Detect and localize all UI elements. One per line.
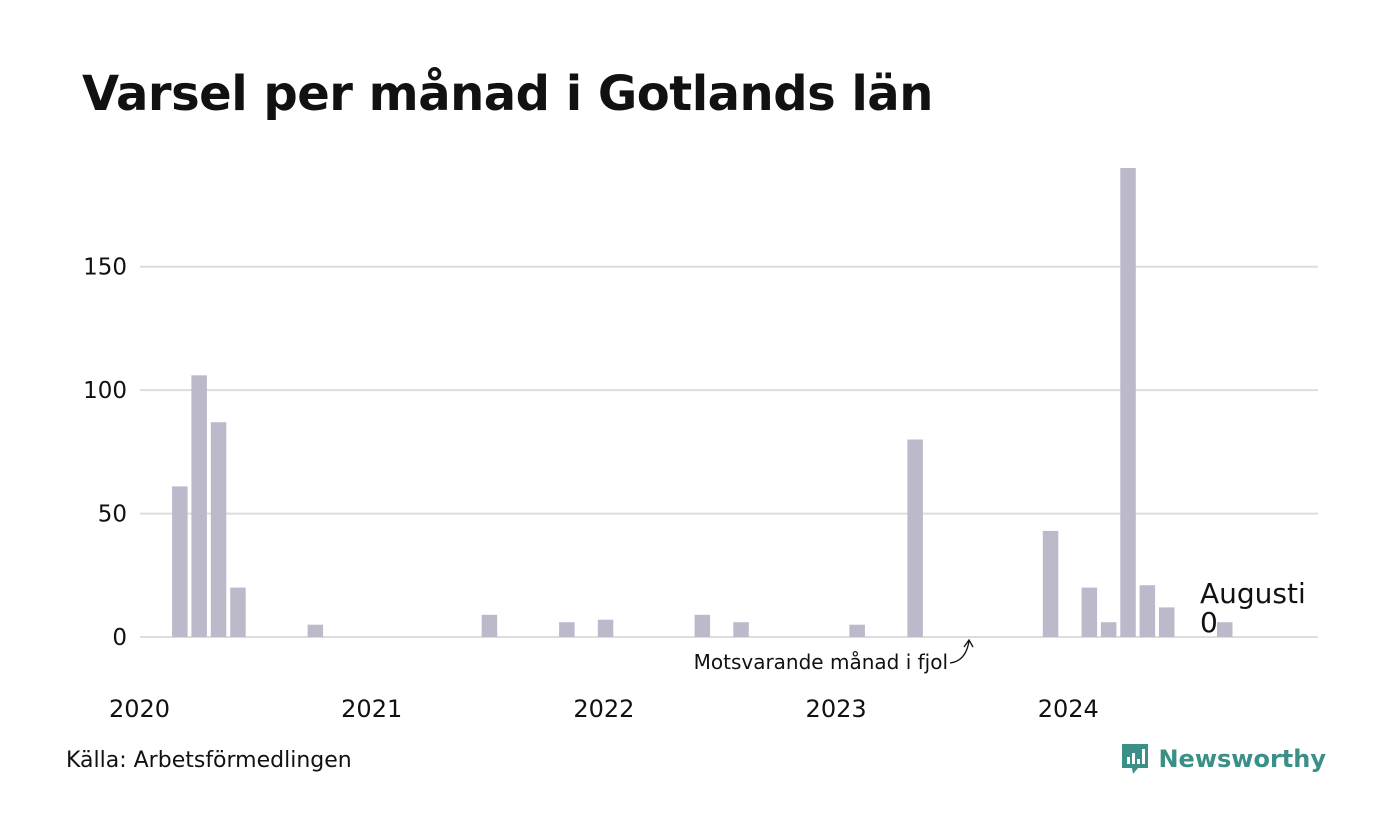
brand: Newsworthy: [1120, 742, 1326, 776]
bar-2024-01: [1081, 587, 1098, 637]
latest-value-label: Augusti 0: [1200, 577, 1306, 639]
bar-2020-04: [210, 422, 227, 637]
x-tick-label: 2022: [573, 695, 634, 723]
gridlines: [140, 265, 1318, 638]
x-tick-label: 2021: [341, 695, 402, 723]
y-tick-label: 100: [83, 378, 127, 404]
source-label: Källa: Arbetsförmedlingen: [66, 748, 352, 773]
bar-2024-02: [1100, 622, 1117, 637]
bar-2021-10: [559, 622, 575, 637]
bar-2020-02: [172, 486, 188, 637]
bar-2024-05: [1159, 607, 1175, 637]
bar-2023-11: [1042, 530, 1059, 637]
latest-month-label: Augusti: [1200, 577, 1306, 610]
y-tick-label: 0: [112, 625, 127, 651]
bar-2021-12: [597, 619, 614, 637]
bar-2020-09: [307, 624, 324, 637]
x-tick-label: 2023: [806, 695, 867, 723]
bar-2024-03: [1120, 168, 1136, 637]
bar-2023-01: [849, 624, 865, 637]
annotation: Motsvarande månad i fjol: [694, 638, 974, 674]
y-axis-ticks: 0 50 100 150: [83, 255, 127, 651]
annotation-arrowhead: [963, 638, 974, 648]
bar-2022-05: [694, 614, 711, 637]
bar-2020-05: [230, 587, 246, 637]
bars: [172, 168, 1233, 637]
bar-2023-04: [907, 439, 923, 637]
x-tick-label: 2024: [1038, 695, 1099, 723]
annotation-arrow: [949, 640, 970, 664]
newsworthy-logo-icon: [1122, 744, 1149, 774]
brand-name: Newsworthy: [1158, 745, 1326, 773]
chart-title: Varsel per månad i Gotlands län: [82, 66, 933, 122]
bar-2020-03: [191, 375, 207, 637]
bar-chart: 0 50 100 150 2020 2021 2022 2023 2024 Motsvaran…: [83, 168, 1318, 723]
bar-2021-06: [481, 614, 498, 637]
y-tick-label: 150: [83, 255, 127, 281]
x-axis-ticks: 2020 2021 2022 2023 2024: [109, 695, 1099, 723]
bar-2024-08: [1217, 622, 1233, 637]
bar-2022-07: [733, 622, 749, 637]
bar-2024-04: [1139, 585, 1156, 637]
x-tick-label: 2020: [109, 695, 170, 723]
y-tick-label: 50: [98, 502, 127, 528]
annotation-label: Motsvarande månad i fjol: [694, 650, 948, 674]
latest-month-value: 0: [1200, 606, 1218, 639]
